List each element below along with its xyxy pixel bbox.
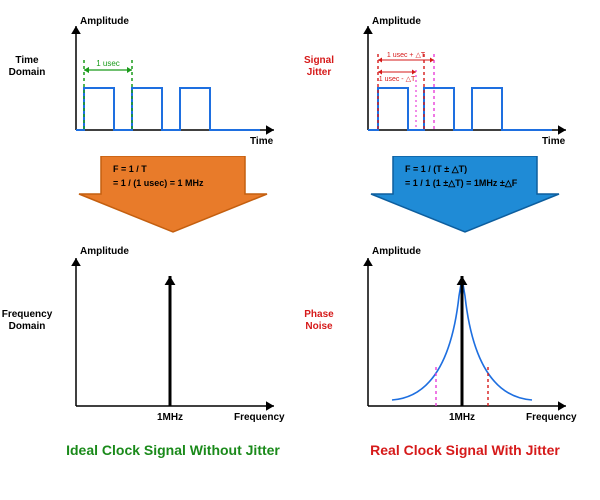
- jitter-title-text: Real Clock Signal With Jitter: [370, 442, 560, 458]
- svg-text:1MHz: 1MHz: [157, 412, 183, 423]
- time-domain-label: Time Domain: [12, 12, 42, 152]
- svg-text:Frequency: Frequency: [234, 412, 285, 423]
- svg-text:Time: Time: [542, 136, 566, 147]
- freq-domain-text: Frequency Domain: [2, 309, 53, 333]
- phase-noise-text: Phase Noise: [304, 309, 334, 333]
- svg-text:1 usec: 1 usec: [96, 59, 120, 68]
- svg-text:1 usec - △T: 1 usec - △T: [379, 76, 416, 83]
- ideal-title-text: Ideal Clock Signal Without Jitter: [66, 442, 280, 458]
- jitter-freq-chart: Amplitude Frequency 1MHz: [342, 238, 588, 434]
- svg-text:1 usec + △T: 1 usec + △T: [387, 52, 426, 59]
- freq-domain-label: Frequency Domain: [12, 238, 42, 434]
- ideal-time-chart: Amplitude Time 1 usec: [50, 12, 296, 152]
- svg-text:Amplitude: Amplitude: [372, 246, 421, 257]
- left-arrow-cell: F = 1 / T = 1 / (1 usec) = 1 MHz: [50, 156, 296, 234]
- jitter-time-chart: Amplitude Time 1 usec + △T 1 usec - △T: [342, 12, 588, 152]
- svg-text:= 1 / 1 (1 ±△T) = 1MHz ±△F: = 1 / 1 (1 ±△T) = 1MHz ±△F: [405, 178, 518, 188]
- svg-text:Frequency: Frequency: [526, 412, 577, 423]
- signal-jitter-label: Signal Jitter: [304, 12, 334, 152]
- svg-text:Time: Time: [250, 136, 274, 147]
- svg-text:= 1 / (1 usec) = 1 MHz: = 1 / (1 usec) = 1 MHz: [113, 178, 204, 188]
- svg-text:Amplitude: Amplitude: [80, 16, 129, 27]
- svg-text:Amplitude: Amplitude: [372, 16, 421, 27]
- svg-text:Amplitude: Amplitude: [80, 246, 129, 257]
- signal-jitter-text: Signal Jitter: [304, 55, 334, 79]
- phase-noise-label: Phase Noise: [304, 238, 334, 434]
- jitter-title: Real Clock Signal With Jitter: [342, 438, 588, 468]
- svg-text:F = 1 / T: F = 1 / T: [113, 164, 147, 174]
- svg-text:F = 1 / (T ± △T): F = 1 / (T ± △T): [405, 164, 467, 174]
- svg-text:1MHz: 1MHz: [449, 412, 475, 423]
- time-domain-text: Time Domain: [9, 55, 46, 79]
- ideal-title: Ideal Clock Signal Without Jitter: [50, 438, 296, 468]
- ideal-freq-chart: Amplitude Frequency 1MHz: [50, 238, 296, 434]
- right-arrow-cell: F = 1 / (T ± △T) = 1 / 1 (1 ±△T) = 1MHz …: [342, 156, 588, 234]
